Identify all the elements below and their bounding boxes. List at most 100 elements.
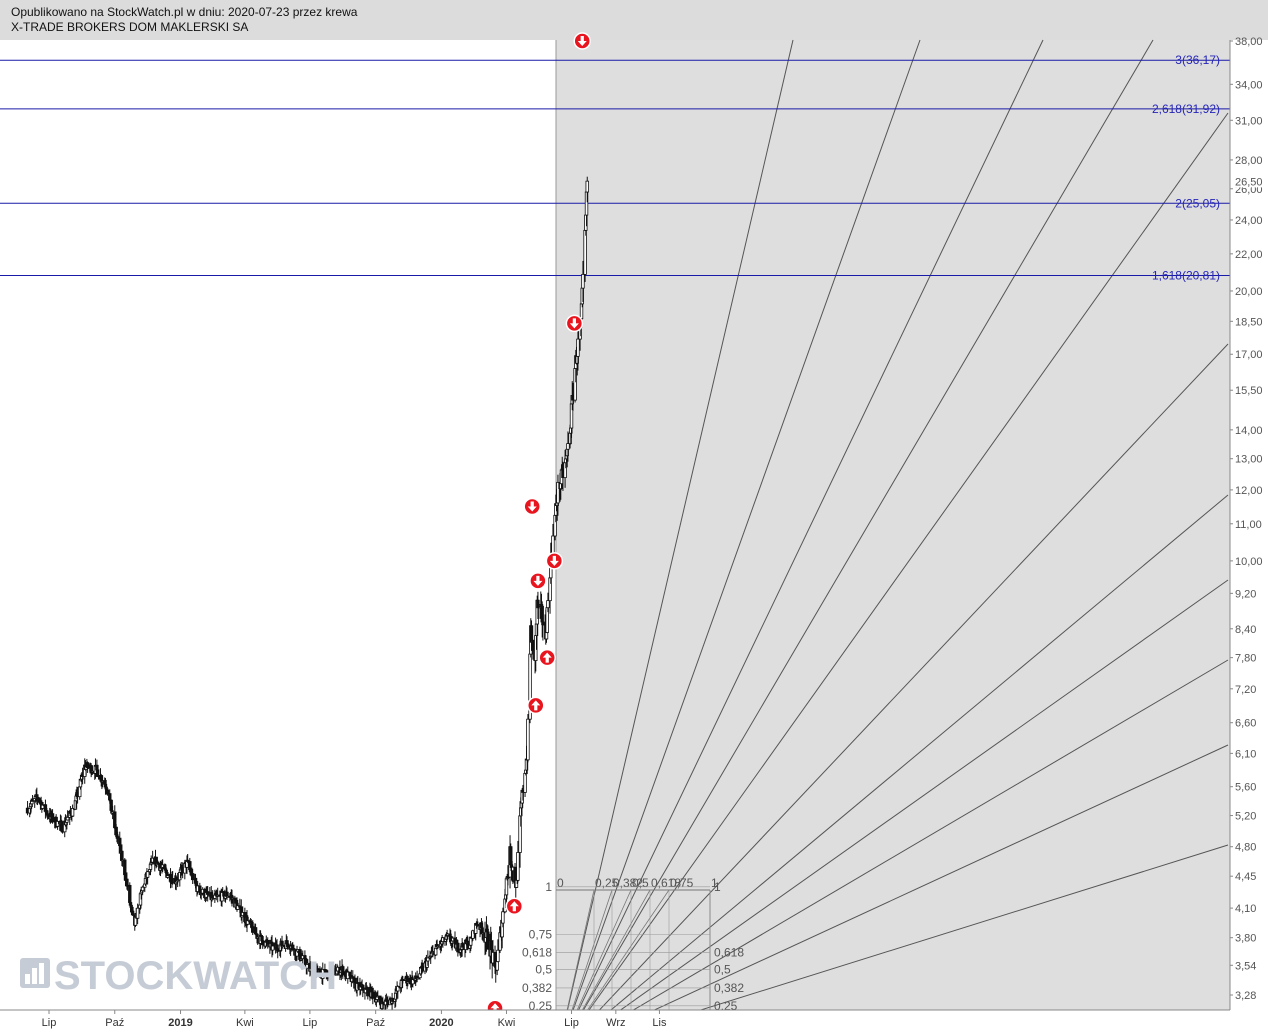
price-tick-label: 18,50 <box>1235 316 1263 328</box>
fan-ratio-label: 0,75 <box>670 876 694 890</box>
candle <box>556 474 560 516</box>
candle-body <box>130 910 135 916</box>
candle-body <box>541 621 545 626</box>
candle-body <box>576 338 580 357</box>
fan-ratio-label: 0,5 <box>632 876 649 890</box>
price-tick-label: 13,00 <box>1235 454 1263 466</box>
candle-body <box>536 599 540 609</box>
candle-body <box>50 813 55 822</box>
candle-body <box>523 772 527 793</box>
price-tick-label: 11,00 <box>1235 519 1262 531</box>
candle <box>566 431 570 462</box>
candle <box>185 853 190 864</box>
price-tick-label: 38,00 <box>1235 36 1263 48</box>
candle-body <box>371 991 375 998</box>
price-tick-label: 4,45 <box>1235 871 1256 883</box>
time-axis: Lip Paź 2019 Kwi Lip Paź 2020 Kwi Lip Wrz Lis <box>0 1009 1268 1030</box>
price-axis: 3,28 3,54 3,80 4,10 4,45 4,80 5,20 5,60 6,10 6,60… <box>1229 36 1268 1010</box>
candle <box>536 591 540 620</box>
arrow-up-icon <box>542 652 552 663</box>
icon-bar <box>25 974 30 984</box>
arrow-down-icon <box>549 555 559 566</box>
arrow-up-icon <box>509 901 519 912</box>
last-price-box <box>1231 174 1268 188</box>
published-info: Opublikowano na StockWatch.pl w dniu: 20… <box>11 5 358 19</box>
fibonacci-levels: 3(36,17) 2,618(31,92) 2(25,05) 1,618(20,81) <box>0 53 1230 282</box>
candle-body <box>556 481 560 504</box>
candle <box>341 964 345 979</box>
price-tick-label: 28,00 <box>1235 155 1263 167</box>
fan-ratio-label: 0,618 <box>651 876 681 890</box>
candle <box>396 985 400 999</box>
price-tick-label: 5,60 <box>1235 782 1256 794</box>
candle <box>109 799 113 811</box>
time-tick-label: Lis <box>652 1017 667 1029</box>
chart-header: Opublikowano na StockWatch.pl w dniu: 20… <box>0 0 1268 40</box>
candle-body <box>261 940 265 946</box>
price-tick-label: 7,20 <box>1235 684 1256 696</box>
candle-body <box>341 966 345 976</box>
price-tick-label: 3,54 <box>1235 960 1256 972</box>
candle-body <box>351 976 355 979</box>
price-tick-label: 14,00 <box>1235 425 1263 437</box>
candle-body <box>504 878 509 896</box>
fan-left-label: 0,382 <box>522 981 552 995</box>
price-tick-label: 34,00 <box>1235 79 1263 91</box>
fan-ratio-label: 1 <box>711 876 718 890</box>
sell-signal-icon <box>545 552 564 570</box>
bar-chart-icon <box>20 958 50 988</box>
candle-body <box>271 945 275 951</box>
candle-body <box>361 984 365 991</box>
arrow-down-icon <box>533 575 543 586</box>
candle-body <box>526 718 530 761</box>
fan-left-label: 0,75 <box>529 928 553 942</box>
candle <box>130 910 135 916</box>
candle <box>135 903 140 925</box>
candle <box>471 929 475 941</box>
time-tick-label: Kwi <box>498 1017 516 1029</box>
candle-body <box>531 640 535 651</box>
candle-body <box>551 535 555 555</box>
candle <box>501 907 505 928</box>
candle-body <box>566 443 570 450</box>
sell-signal-icon <box>529 572 547 590</box>
company-name: X-TRADE BROKERS DOM MAKLERSKI SA <box>11 20 249 34</box>
fan-line <box>562 39 794 1030</box>
candle-body <box>140 886 145 892</box>
price-tick-label: 8,40 <box>1235 624 1256 636</box>
candle <box>291 942 295 952</box>
candle <box>198 882 202 894</box>
candle-body <box>95 769 100 777</box>
time-tick-label: Lip <box>564 1017 579 1029</box>
candle-body <box>581 273 585 289</box>
time-tick-label: Kwi <box>236 1017 254 1029</box>
candle-body <box>286 943 290 948</box>
candle-body <box>145 871 150 878</box>
candle <box>411 975 415 988</box>
buy-signal-icon <box>527 696 545 715</box>
fib-level-label: 2(25,05) <box>1175 196 1220 210</box>
fan-left-label: 1 <box>545 880 552 894</box>
time-tick-label: Paź <box>105 1017 124 1029</box>
candle-body <box>495 961 499 971</box>
candle-body <box>516 852 520 881</box>
candle-body <box>546 600 550 609</box>
price-tick-label: 12,00 <box>1235 485 1263 497</box>
candle <box>496 939 500 963</box>
candle-body <box>130 906 134 912</box>
candle <box>190 868 195 885</box>
candle <box>416 976 420 980</box>
time-tick-label: Wrz <box>606 1017 625 1029</box>
candle <box>155 860 160 864</box>
time-tick-label: 2020 <box>429 1017 453 1029</box>
candle <box>95 768 100 778</box>
candle-body <box>70 808 75 817</box>
candle <box>43 799 48 819</box>
candle <box>576 331 580 371</box>
candle <box>581 260 585 303</box>
candle <box>523 772 527 797</box>
fan-right-label: 1 <box>714 880 721 894</box>
stockwatch-watermark: STOCKWATCH <box>20 954 337 998</box>
candle-body <box>411 979 415 985</box>
